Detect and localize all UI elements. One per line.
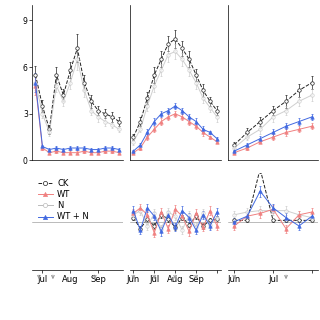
Legend: CK, WT, N, WT + N: CK, WT, N, WT + N — [38, 179, 89, 221]
